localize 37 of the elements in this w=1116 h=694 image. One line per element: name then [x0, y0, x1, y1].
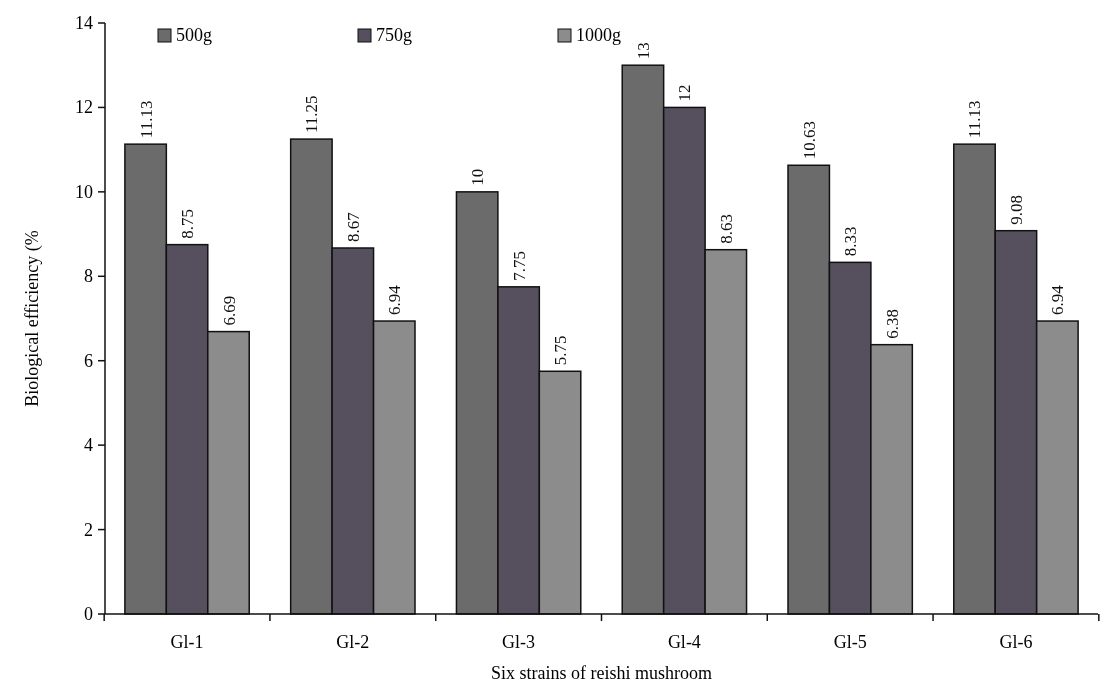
data-label: 8.33: [841, 226, 861, 257]
data-label: 7.75: [509, 251, 529, 281]
y-tick-label: 6: [84, 350, 93, 371]
x-tick-label: Gl-3: [502, 632, 536, 652]
data-label: 11.13: [136, 100, 156, 139]
data-label: 8.63: [716, 213, 736, 244]
y-tick-label: 12: [75, 97, 93, 118]
legend-label: 1000g: [576, 25, 621, 45]
data-label: 8.67: [343, 211, 363, 242]
data-label: 9.08: [1006, 194, 1026, 225]
x-axis-title: Six strains of reishi mushroom: [491, 663, 712, 683]
y-tick-label: 2: [84, 519, 93, 540]
data-label: 6.38: [882, 308, 902, 339]
data-label: 6.69: [219, 295, 239, 326]
data-label: 6.94: [385, 284, 405, 316]
y-tick-label: 8: [84, 266, 93, 287]
y-tick-label: 10: [75, 181, 93, 202]
x-tick-label: Gl-6: [999, 632, 1033, 652]
data-label: 10.63: [799, 121, 819, 160]
data-label: 10: [468, 168, 488, 186]
y-tick-label: 14: [75, 13, 93, 33]
data-label: 12: [675, 84, 695, 102]
data-label: 8.75: [178, 208, 198, 239]
x-tick-label: Gl-2: [336, 632, 370, 652]
x-tick-label: Gl-5: [833, 632, 867, 652]
data-label: 13: [633, 42, 653, 60]
data-label: 5.75: [551, 335, 571, 366]
x-tick-label: Gl-1: [170, 632, 204, 652]
y-tick-label: 0: [84, 604, 93, 624]
legend-label: 500g: [176, 25, 212, 45]
y-axis-title: Biological efficiency (%: [22, 230, 43, 407]
x-tick-label: Gl-4: [667, 632, 701, 652]
data-label: 11.25: [302, 95, 322, 134]
data-label: 11.13: [965, 100, 985, 139]
y-tick-label: 4: [84, 435, 93, 456]
legend-label: 750g: [376, 25, 412, 45]
data-label: 6.94: [1048, 284, 1068, 316]
